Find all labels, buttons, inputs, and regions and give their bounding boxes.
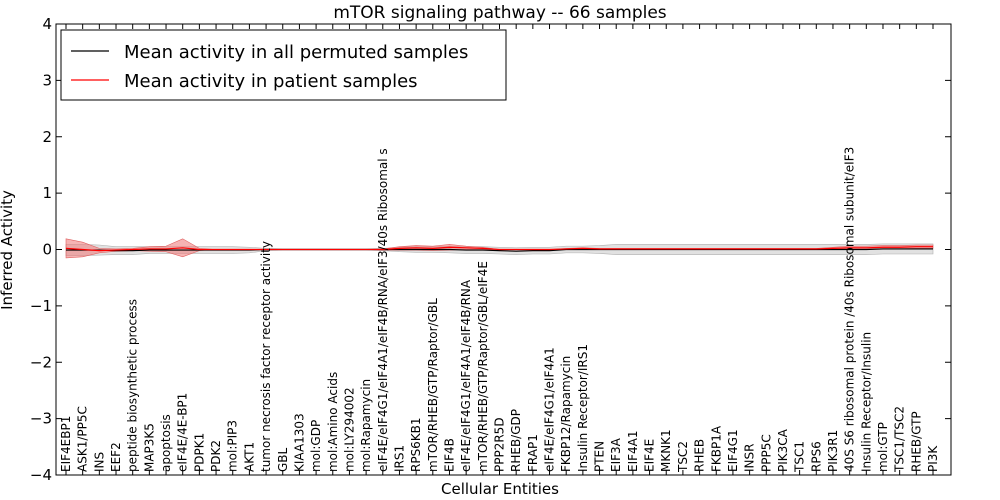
x-tick-label: PIK3CA [776,428,790,472]
x-tick-label: INS [92,452,106,472]
y-tick-label: −4 [30,466,52,484]
x-tick-label: RHEB/GDP [509,409,523,472]
x-tick-label: mTOR/RHEB/GTP/Raptor/GBL/eIF4E [476,261,490,472]
x-tick-label: mol:PIP3 [226,420,240,472]
x-tick-label: mol:LY294002 [342,387,356,472]
x-tick-label: PPP2R5D [493,417,507,472]
x-tick-label: FRAP1 [526,434,540,472]
x-tick-label: ASK1/PP5C [76,406,90,472]
legend-box [60,29,507,101]
x-tick-label: RHEB [693,439,707,472]
x-tick-label: AKT1 [242,442,256,472]
x-tick-label: apoptosis [159,414,173,472]
x-tick-label: IRS1 [392,445,406,472]
series-line-patient [65,246,933,252]
category-labels: EIF4EBP1 ASK1/PP5C INS EEF2 peptide biosynth… [59,147,940,473]
x-tick-label: mol:GDP [309,420,323,472]
series-lines [65,246,933,252]
x-tick-label: mol:Rapamycin [359,379,373,472]
x-tick-label: GBL [276,447,290,472]
x-tick-label: EIF4A1 [626,430,640,472]
legend: Mean activity in all permuted samples Me… [60,29,507,101]
axis-ticks: −4 −3 −2 −1 0 1 2 3 4 [30,15,951,484]
y-tick-label: −2 [30,353,52,371]
x-tick-label: eIF4E/eIF4G1/eIF4A1/eIF4B/RNA/eIF3/40s R… [376,148,390,472]
x-tick-label: eIF4E/4E-BP1 [176,393,190,472]
x-tick-label: RPS6KB1 [409,417,423,472]
x-tick-label: RPS6 [809,441,823,472]
chart-title: mTOR signaling pathway -- 66 samples [333,3,666,23]
x-tick-label: peptide biosynthetic process [126,299,140,472]
legend-entry-permuted: Mean activity in all permuted samples [124,42,468,63]
x-tick-label: EIF4EBP1 [59,416,73,472]
x-tick-label: mol:GTP [876,422,890,472]
y-tick-label: 2 [42,128,52,146]
x-tick-label: EIF4E [643,439,657,472]
x-tick-label: 40S S6 ribosomal protein /40s Ribosomal … [843,147,857,472]
x-tick-label: PDPK1 [192,433,206,472]
x-tick-label: RHEB/GTP [909,411,923,472]
x-tick-label: PTEN [593,441,607,472]
y-tick-label: 1 [42,184,52,202]
x-tick-label: mTOR/RHEB/GTP/Raptor/GBL [426,298,440,472]
x-tick-label: FKBP12/Rapamycin [559,356,573,472]
legend-entry-patient: Mean activity in patient samples [124,71,418,92]
x-tick-label: PIK3R1 [826,430,840,472]
x-tick-label: PDK2 [209,440,223,472]
y-tick-label: 4 [42,15,52,33]
x-tick-label: mol:Amino Acids [326,372,340,472]
y-tick-label: −1 [30,297,52,315]
y-tick-label: −3 [30,410,52,428]
x-tick-label: Insulin Receptor/IRS1 [576,344,590,472]
x-tick-label: EIF3A [609,437,623,472]
x-tick-label: INSR [743,444,757,472]
y-tick-label: 0 [42,241,52,259]
x-tick-label: EIF4G1 [726,429,740,472]
x-tick-label: MAP3K5 [142,423,156,472]
x-tick-label: EEF2 [109,442,123,472]
x-tick-label: tumor necrosis factor receptor activity [259,241,273,472]
x-tick-label: MKNK1 [659,429,673,472]
x-tick-label: PI3K [926,445,940,472]
plot-frame [55,23,952,476]
x-tick-label: FKBP1A [709,425,723,472]
x-tick-label: eIF4E/eIF4G1/eIF4A1/eIF4B/RNA [459,279,473,472]
x-tick-label: TSC1/TSC2 [893,406,907,473]
x-tick-label: PPP5C [759,434,773,472]
x-tick-label: TSC1 [793,441,807,473]
x-tick-label: Insulin Receptor/Insulin [859,332,873,472]
x-tick-label: eIF4E/eIF4G1/eIF4A1 [543,347,557,472]
x-axis-label: Cellular Entities [441,480,559,498]
y-tick-label: 3 [42,71,52,89]
y-axis-label: Inferred Activity [0,190,16,310]
x-tick-label: EIF4B [442,438,456,472]
x-tick-label: TSC2 [676,441,690,473]
x-tick-label: KIAA1303 [292,413,306,472]
